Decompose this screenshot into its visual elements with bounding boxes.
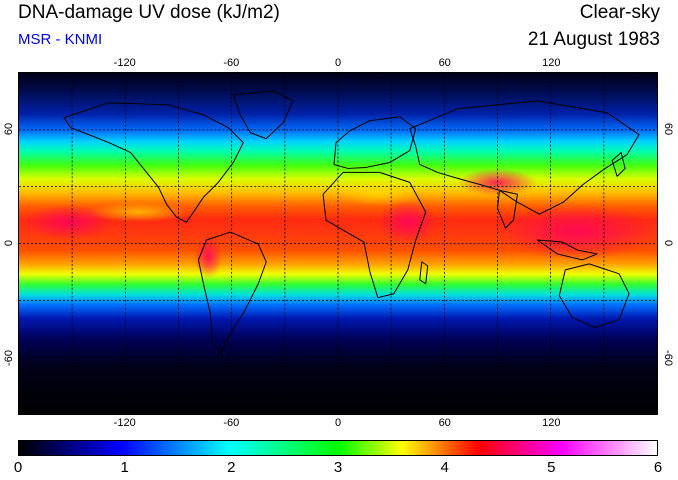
uv-hotspot-arabia bbox=[457, 168, 538, 197]
coastline-australia bbox=[558, 263, 630, 329]
uv-hotspot-andes bbox=[194, 235, 223, 279]
colorbar-label-1: 1 bbox=[120, 459, 129, 476]
coastline-north-america bbox=[63, 102, 244, 223]
uv-hotspot-africa bbox=[377, 200, 438, 244]
lat-tick-right-minus-60: -60 bbox=[662, 350, 674, 366]
lat-tick-left-0: 0 bbox=[3, 239, 15, 247]
map-title: DNA-damage UV dose (kJ/m2) bbox=[18, 2, 280, 23]
coastline-japan bbox=[611, 152, 626, 177]
lon-tick-top-120: 120 bbox=[542, 57, 561, 69]
coastline-south-america bbox=[197, 231, 267, 354]
coastline-europe bbox=[333, 116, 417, 169]
uv-dose-world-map bbox=[18, 72, 658, 415]
coastlines bbox=[63, 90, 640, 354]
colorbar-label-6: 6 bbox=[653, 459, 663, 476]
colorbar-label-3: 3 bbox=[333, 459, 343, 476]
coastline-greenland bbox=[232, 90, 294, 140]
colorbar-label-0: 0 bbox=[13, 459, 23, 476]
uv-cloud-region-pacific bbox=[88, 202, 189, 223]
lon-tick-bottom-120: 120 bbox=[542, 417, 561, 429]
uv-hotspot-pacific-west bbox=[497, 204, 657, 260]
map-subtitle: MSR - KNMI bbox=[18, 31, 103, 48]
colorbar-label-5: 5 bbox=[547, 459, 556, 476]
map-date: 21 August 1983 bbox=[527, 29, 660, 50]
lat-tick-left-60: 60 bbox=[3, 122, 15, 136]
colorbar-label-4: 4 bbox=[440, 459, 449, 476]
lon-tick-top-minus-60: -60 bbox=[223, 57, 240, 69]
lon-tick-top-60: 60 bbox=[438, 57, 451, 69]
colorbar-label-2: 2 bbox=[227, 459, 236, 476]
lat-tick-left-minus-60: -60 bbox=[3, 350, 15, 366]
graticule bbox=[19, 73, 657, 414]
lon-tick-bottom-0: 0 bbox=[334, 417, 342, 429]
lat-tick-right-0: 0 bbox=[662, 239, 674, 247]
lon-tick-top-minus-120: -120 bbox=[113, 57, 136, 69]
coastline-indonesia bbox=[536, 239, 598, 261]
uv-cloud-region-sahara bbox=[338, 178, 418, 207]
uv-dose-colorbar bbox=[18, 440, 658, 456]
coastline-africa bbox=[322, 171, 427, 299]
lat-tick-right-60: 60 bbox=[662, 122, 674, 136]
sky-condition-label: Clear-sky bbox=[579, 2, 660, 23]
lon-tick-bottom-60: 60 bbox=[438, 417, 451, 429]
lon-tick-bottom-minus-60: -60 bbox=[223, 417, 240, 429]
lon-tick-bottom-minus-120: -120 bbox=[113, 417, 136, 429]
coastline-madagascar bbox=[419, 261, 429, 285]
coastline-asia bbox=[409, 100, 640, 215]
lon-tick-top-0: 0 bbox=[334, 57, 342, 69]
